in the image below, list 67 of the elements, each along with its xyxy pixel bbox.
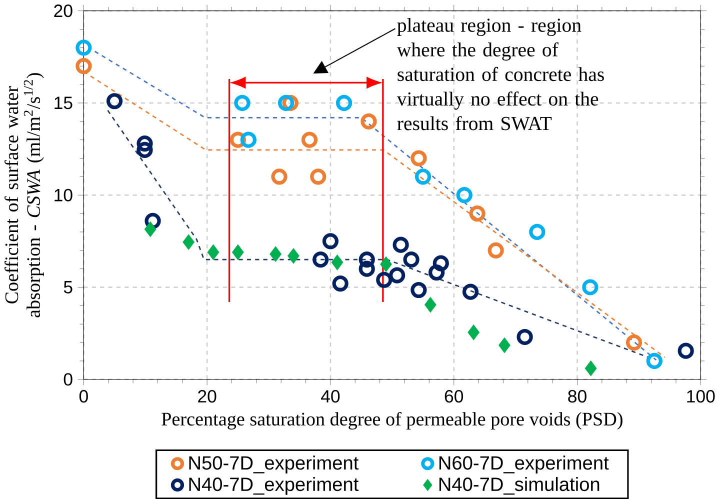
x-tick-label: 0 — [79, 390, 88, 402]
point — [469, 205, 486, 222]
x-tick-label: 100 — [687, 390, 715, 402]
point — [270, 246, 282, 262]
point — [358, 251, 375, 268]
point — [678, 342, 694, 359]
point — [626, 334, 642, 350]
point — [646, 352, 662, 369]
point — [529, 224, 546, 240]
point — [428, 264, 445, 280]
legend-label: N40-7D_simulation — [439, 476, 600, 495]
x-tick-label: 40 — [321, 390, 340, 402]
point — [136, 135, 153, 152]
legend-label: N40-7D_experiment — [189, 476, 359, 495]
point — [301, 132, 318, 148]
point — [232, 244, 244, 260]
point — [410, 150, 427, 166]
point — [403, 251, 420, 268]
point — [392, 236, 409, 253]
point — [462, 284, 479, 300]
point — [240, 132, 256, 148]
point — [360, 113, 377, 130]
y-tick-label: 5 — [64, 280, 72, 294]
point — [310, 168, 326, 185]
point — [488, 242, 504, 258]
point — [424, 296, 436, 312]
point — [234, 94, 250, 111]
point — [331, 254, 344, 270]
y-tick-label: 10 — [54, 188, 72, 202]
y-tick-label: 15 — [54, 96, 72, 110]
x-axis-title: Percentage saturation degree of permeable pore voids (PSD) — [162, 412, 622, 430]
point — [582, 279, 598, 296]
point — [516, 328, 533, 345]
point — [322, 233, 339, 250]
point — [76, 58, 92, 74]
point — [584, 360, 597, 376]
point — [312, 251, 329, 268]
point — [414, 168, 432, 185]
x-tick-label: 80 — [568, 390, 586, 402]
point — [144, 212, 161, 229]
x-tick-label: 20 — [198, 390, 216, 402]
annotation: plateau region - region where the degree of saturation of concrete has virtually no effect on the results from SWAT — [396, 18, 604, 130]
legend-label: N60-7D_experiment — [439, 456, 609, 474]
point — [76, 40, 92, 56]
point — [498, 337, 510, 353]
x-tick-label: 60 — [444, 390, 464, 402]
point — [288, 248, 300, 264]
point — [376, 272, 392, 288]
point — [106, 92, 123, 110]
point — [271, 168, 288, 185]
point — [456, 186, 472, 204]
point — [336, 94, 352, 111]
point — [182, 234, 194, 250]
point — [278, 94, 294, 111]
point — [432, 255, 449, 272]
point — [136, 142, 153, 158]
point — [332, 275, 348, 292]
point — [468, 324, 480, 340]
point — [380, 256, 392, 272]
point — [358, 260, 375, 277]
point — [144, 221, 156, 237]
y-tick-label: 20 — [54, 4, 72, 18]
point — [389, 267, 406, 284]
point — [207, 244, 220, 260]
y-tick-label: 0 — [64, 372, 72, 386]
point — [410, 282, 427, 298]
legend-label: N50-7D_experiment — [189, 456, 359, 474]
